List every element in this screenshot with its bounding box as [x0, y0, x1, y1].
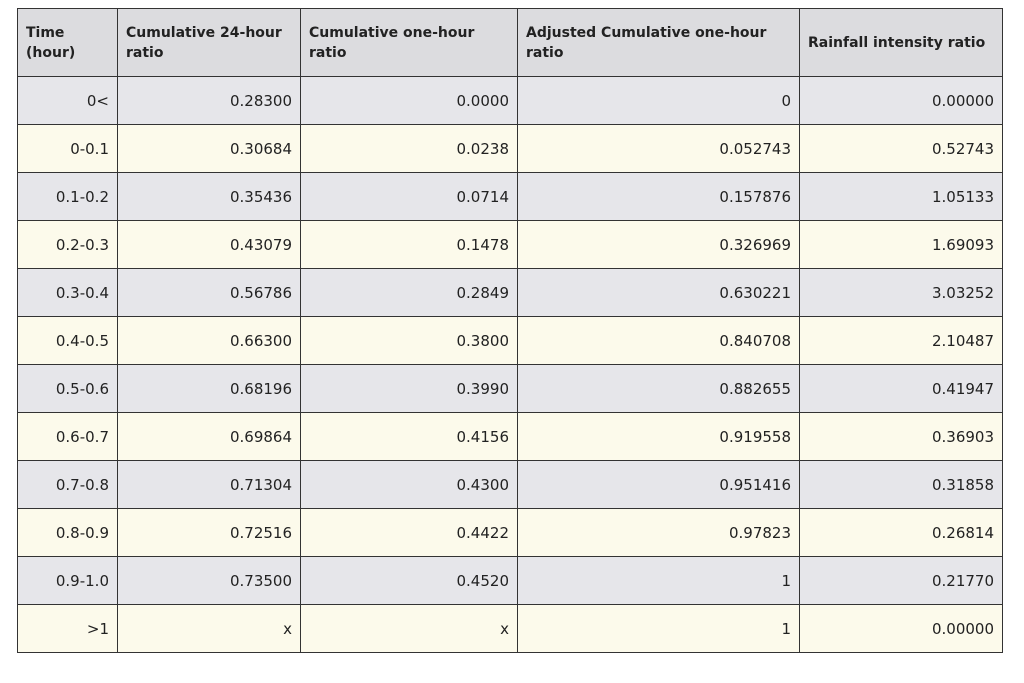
table-cell: 0.1478 [300, 220, 518, 269]
table-cell: 0.2849 [300, 268, 518, 317]
table-cell: 0.31858 [799, 460, 1003, 509]
table-cell: 1.69093 [799, 220, 1003, 269]
table-cell: 0.00000 [799, 76, 1003, 125]
table-cell: 2.10487 [799, 316, 1003, 365]
table-cell: 0.41947 [799, 364, 1003, 413]
table-cell: 0.3800 [300, 316, 518, 365]
table-cell: 0.157876 [517, 172, 800, 221]
table-row: 0.8-0.9 0.72516 0.4422 0.97823 0.26814 [17, 508, 1003, 557]
table-cell: 0.43079 [117, 220, 301, 269]
table-cell: 0.0714 [300, 172, 518, 221]
table-cell: 0.3990 [300, 364, 518, 413]
table-cell: 3.03252 [799, 268, 1003, 317]
table-cell: 0.21770 [799, 556, 1003, 605]
table-cell: 0.35436 [117, 172, 301, 221]
table-cell: 0.97823 [517, 508, 800, 557]
table-cell: 0.7-0.8 [17, 460, 118, 509]
table-row: 0< 0.28300 0.0000 0 0.00000 [17, 76, 1003, 125]
table-row: 0.4-0.5 0.66300 0.3800 0.840708 2.10487 [17, 316, 1003, 365]
table-cell: 0.1-0.2 [17, 172, 118, 221]
table-row: 0-0.1 0.30684 0.0238 0.052743 0.52743 [17, 124, 1003, 173]
table-cell: 0.52743 [799, 124, 1003, 173]
table-cell: 0.30684 [117, 124, 301, 173]
table-cell: 0.052743 [517, 124, 800, 173]
table-cell: 0.4300 [300, 460, 518, 509]
table-cell: 0.0238 [300, 124, 518, 173]
table-cell: 0.66300 [117, 316, 301, 365]
table-cell: 0.72516 [117, 508, 301, 557]
table-cell: 0.28300 [117, 76, 301, 125]
table-cell: 0 [517, 76, 800, 125]
header-cell: Cumulative one-hour ratio [300, 8, 518, 77]
table-cell: 0.69864 [117, 412, 301, 461]
table-cell: 0.3-0.4 [17, 268, 118, 317]
table-cell: 0.326969 [517, 220, 800, 269]
table-cell: 0.4-0.5 [17, 316, 118, 365]
rainfall-table: Time (hour) Cumulative 24-hour ratio Cumul… [17, 8, 1003, 653]
table-row: 0.2-0.3 0.43079 0.1478 0.326969 1.69093 [17, 220, 1003, 269]
table-cell: 0.36903 [799, 412, 1003, 461]
table-cell: 0.919558 [517, 412, 800, 461]
table-cell: x [300, 604, 518, 653]
header-cell: Adjusted Cumulative one-hour ratio [517, 8, 800, 77]
header-cell: Time (hour) [17, 8, 118, 77]
table-row: >1 x x 1 0.00000 [17, 604, 1003, 653]
table-cell: 0.4520 [300, 556, 518, 605]
table-cell: 0< [17, 76, 118, 125]
table-cell: 0.71304 [117, 460, 301, 509]
table-cell: 0.56786 [117, 268, 301, 317]
table-row: 0.6-0.7 0.69864 0.4156 0.919558 0.36903 [17, 412, 1003, 461]
table-row: 0.3-0.4 0.56786 0.2849 0.630221 3.03252 [17, 268, 1003, 317]
table-cell: 0.73500 [117, 556, 301, 605]
table-cell: 0.5-0.6 [17, 364, 118, 413]
header-cell: Cumulative 24-hour ratio [117, 8, 301, 77]
table-cell: 1.05133 [799, 172, 1003, 221]
table-row: 0.1-0.2 0.35436 0.0714 0.157876 1.05133 [17, 172, 1003, 221]
table-cell: 0.00000 [799, 604, 1003, 653]
table-cell: 0.4156 [300, 412, 518, 461]
table-row: 0.5-0.6 0.68196 0.3990 0.882655 0.41947 [17, 364, 1003, 413]
table-cell: 0.8-0.9 [17, 508, 118, 557]
table-cell: 0-0.1 [17, 124, 118, 173]
table-cell: 0.9-1.0 [17, 556, 118, 605]
table-cell: 0.882655 [517, 364, 800, 413]
table-cell: 0.951416 [517, 460, 800, 509]
table-row: 0.9-1.0 0.73500 0.4520 1 0.21770 [17, 556, 1003, 605]
table-cell: 0.2-0.3 [17, 220, 118, 269]
table-cell: 0.6-0.7 [17, 412, 118, 461]
header-cell: Rainfall intensity ratio [799, 8, 1003, 77]
table-cell: 0.840708 [517, 316, 800, 365]
table-row: 0.7-0.8 0.71304 0.4300 0.951416 0.31858 [17, 460, 1003, 509]
table-cell: 0.630221 [517, 268, 800, 317]
table-body: 0< 0.28300 0.0000 0 0.00000 0-0.1 0.30684 0.023… [17, 76, 1003, 653]
table-cell: 1 [517, 556, 800, 605]
table-cell: 0.0000 [300, 76, 518, 125]
table-cell: 1 [517, 604, 800, 653]
header-row: Time (hour) Cumulative 24-hour ratio Cumul… [17, 8, 1003, 77]
table-cell: >1 [17, 604, 118, 653]
table-cell: 0.4422 [300, 508, 518, 557]
table-cell: 0.68196 [117, 364, 301, 413]
table-cell: x [117, 604, 301, 653]
table-cell: 0.26814 [799, 508, 1003, 557]
